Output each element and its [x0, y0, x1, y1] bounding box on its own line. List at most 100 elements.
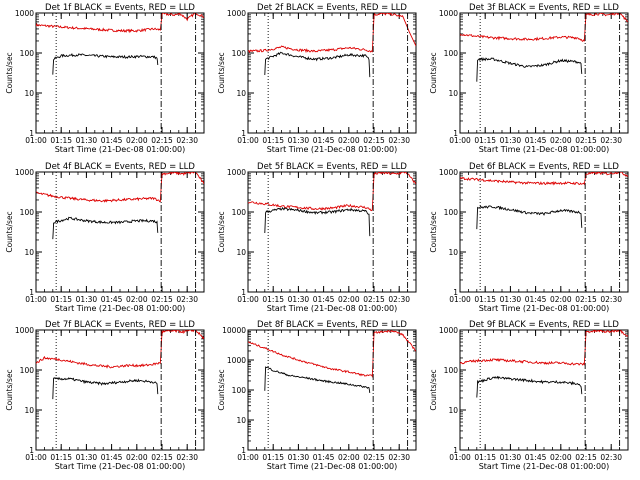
events-series-line: [264, 51, 371, 78]
y-tick-label: 10: [448, 248, 458, 257]
y-axis-label: Counts/sec: [217, 369, 226, 410]
x-tick-label: 01:15: [50, 136, 72, 145]
x-tick-label: 02:30: [388, 136, 410, 145]
x-tick-label: 02:30: [600, 295, 622, 304]
plot-frame: [459, 171, 629, 293]
x-tick-label: 02:30: [176, 295, 198, 304]
y-axis-label: Counts/sec: [217, 52, 226, 93]
x-tick-label: 02:00: [338, 453, 360, 462]
x-tick-label: 02:15: [151, 295, 173, 304]
x-tick-label: 01:30: [76, 295, 98, 304]
x-tick-label: 02:15: [575, 295, 597, 304]
x-tick-label: 01:15: [50, 295, 72, 304]
x-axis-label: Start Time (21-Dec-08 01:00:00): [267, 462, 398, 471]
x-tick-label: 01:00: [25, 453, 47, 462]
x-tick-label: 02:30: [600, 453, 622, 462]
x-axis-label: Start Time (21-Dec-08 01:00:00): [55, 145, 186, 154]
y-axis-label: Counts/sec: [217, 211, 226, 252]
x-tick-label: 02:15: [151, 453, 173, 462]
chart-title: Det 8f BLACK = Events, RED = LLD: [257, 320, 407, 330]
x-tick-label: 01:30: [288, 453, 310, 462]
y-tick-label: 10: [24, 248, 34, 257]
plot-frame: [459, 12, 629, 134]
y-tick-label: 1: [453, 446, 458, 455]
x-tick-label: 01:15: [262, 453, 284, 462]
y-tick-label: 10: [236, 248, 246, 257]
x-tick-label: 01:45: [525, 295, 547, 304]
chart-panel-2: Det 2f BLACK = Events, RED = LLD 1 10 100 10…: [217, 3, 417, 154]
y-tick-label: 1: [29, 288, 34, 297]
chart-panel-4: Det 4f BLACK = Events, RED = LLD 1 10 100 10…: [5, 162, 205, 313]
plot-frame: [35, 329, 205, 451]
y-tick-label: 1: [241, 446, 246, 455]
events-series-line: [476, 205, 583, 230]
y-axis-label: Counts/sec: [429, 369, 438, 410]
x-tick-label: 01:30: [500, 453, 522, 462]
y-tick-label: 10: [24, 89, 34, 98]
x-tick-label: 01:15: [50, 453, 72, 462]
y-tick-label: 100: [20, 366, 35, 375]
events-series-line: [476, 375, 583, 398]
x-tick-label: 01:45: [525, 136, 547, 145]
x-tick-label: 01:00: [449, 136, 471, 145]
y-tick-label: 100: [444, 208, 459, 217]
y-tick-label: 1: [241, 129, 246, 138]
x-tick-label: 01:45: [101, 295, 123, 304]
x-tick-label: 01:30: [76, 136, 98, 145]
events-series-line: [264, 366, 371, 393]
chart-title: Det 7f BLACK = Events, RED = LLD: [45, 320, 195, 330]
y-tick-label: 10: [448, 406, 458, 415]
y-tick-label: 1000: [439, 326, 458, 335]
x-tick-label: 01:15: [262, 136, 284, 145]
x-tick-label: 02:30: [388, 453, 410, 462]
lld-series-line: [36, 13, 204, 34]
x-tick-label: 02:15: [575, 136, 597, 145]
events-series-line: [52, 216, 159, 240]
x-tick-label: 01:00: [449, 295, 471, 304]
y-axis-label: Counts/sec: [429, 52, 438, 93]
y-tick-label: 10: [236, 416, 246, 425]
x-axis-label: Start Time (21-Dec-08 01:00:00): [479, 304, 610, 313]
x-tick-label: 02:30: [600, 136, 622, 145]
y-tick-label: 1000: [15, 9, 34, 18]
x-tick-label: 02:00: [126, 295, 148, 304]
x-tick-label: 01:00: [25, 136, 47, 145]
x-axis-label: Start Time (21-Dec-08 01:00:00): [55, 462, 186, 471]
x-tick-label: 01:00: [237, 295, 259, 304]
y-axis-label: Counts/sec: [5, 52, 14, 93]
x-tick-label: 02:00: [338, 136, 360, 145]
x-tick-label: 01:00: [237, 136, 259, 145]
x-tick-label: 02:00: [126, 136, 148, 145]
chart-panel-7: Det 7f BLACK = Events, RED = LLD 1 10 100 10…: [5, 320, 205, 471]
y-axis-label: Counts/sec: [5, 369, 14, 410]
plot-frame: [247, 12, 417, 134]
y-tick-label: 1: [241, 288, 246, 297]
x-axis-label: Start Time (21-Dec-08 01:00:00): [479, 145, 610, 154]
y-tick-label: 100: [20, 208, 35, 217]
x-axis-label: Start Time (21-Dec-08 01:00:00): [479, 462, 610, 471]
chart-title: Det 1f BLACK = Events, RED = LLD: [45, 3, 195, 13]
x-tick-label: 01:45: [525, 453, 547, 462]
y-tick-label: 1000: [15, 326, 34, 335]
x-tick-label: 02:30: [176, 453, 198, 462]
y-tick-label: 1000: [227, 168, 246, 177]
y-tick-label: 1000: [15, 168, 34, 177]
x-tick-label: 02:00: [550, 295, 572, 304]
plot-frame: [247, 171, 417, 293]
x-tick-label: 02:15: [575, 453, 597, 462]
plot-frame: [247, 329, 417, 451]
x-tick-label: 01:45: [101, 136, 123, 145]
chart-panel-5: Det 5f BLACK = Events, RED = LLD 1 10 100 10…: [217, 162, 417, 313]
y-tick-label: 1000: [227, 9, 246, 18]
y-tick-label: 100: [232, 49, 247, 58]
chart-title: Det 6f BLACK = Events, RED = LLD: [469, 162, 619, 172]
y-tick-label: 10: [24, 406, 34, 415]
events-series-line: [52, 376, 159, 400]
x-tick-label: 01:15: [474, 453, 496, 462]
x-tick-label: 02:15: [151, 136, 173, 145]
chart-title: Det 2f BLACK = Events, RED = LLD: [257, 3, 407, 13]
x-tick-label: 02:00: [126, 453, 148, 462]
y-tick-label: 10: [236, 89, 246, 98]
y-tick-label: 100: [444, 49, 459, 58]
lld-series-line: [248, 172, 416, 212]
